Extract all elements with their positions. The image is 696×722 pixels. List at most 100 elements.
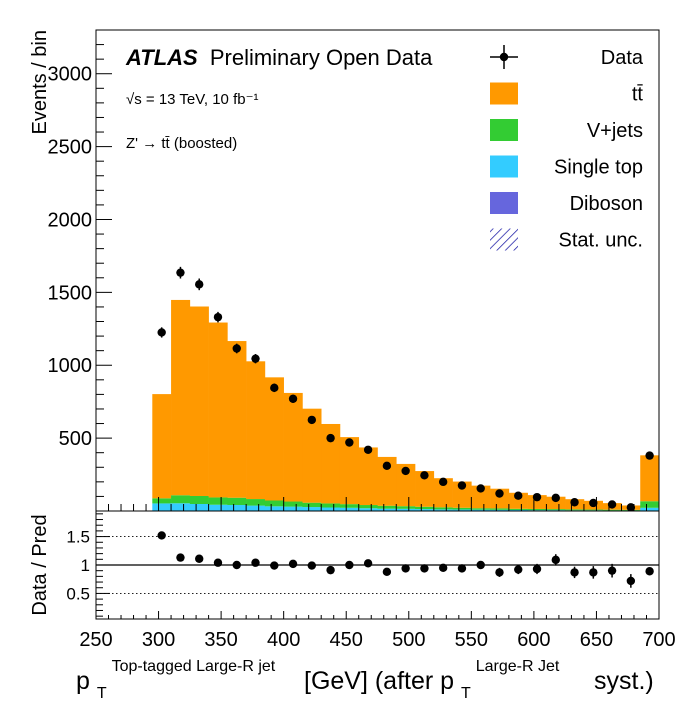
ratio-y-axis-label: Data / Pred [29, 514, 51, 615]
bar-tt-11 [358, 447, 378, 506]
data-point [607, 500, 617, 509]
ratio-point [420, 564, 429, 573]
bar-singletop-8 [302, 507, 322, 511]
ratio-point [288, 559, 298, 569]
bar-singletop-14 [415, 509, 435, 511]
data-point [570, 498, 579, 507]
ratio-point [326, 565, 335, 575]
bar-vjets-5 [246, 499, 266, 506]
bar-vjets-0 [152, 498, 172, 504]
data-point [157, 328, 166, 337]
bar-tt-14 [415, 471, 435, 507]
data-point [551, 493, 560, 503]
bar-singletop-6 [264, 506, 284, 511]
bar-vjets-18 [490, 508, 510, 510]
bar-singletop-7 [283, 506, 303, 511]
data-point [195, 280, 204, 289]
data-point [401, 466, 410, 476]
data-point [589, 498, 598, 508]
x-label-sub1: T [97, 685, 107, 702]
data-point [382, 461, 392, 471]
bar-tt-10 [339, 437, 360, 505]
bar-tt-4 [227, 341, 247, 498]
x-tick-label: 350 [204, 629, 237, 651]
ratio-point [532, 564, 542, 574]
bar-vjets-9 [321, 503, 341, 508]
bar-tt-3 [208, 322, 228, 498]
ratio-points [157, 531, 654, 588]
bar-singletop-5 [246, 505, 266, 511]
y-tick-label: 2500 [48, 137, 93, 159]
ratio-point [626, 576, 636, 586]
data-point [476, 484, 485, 493]
x-label-mid: [GeV] (after p [304, 667, 454, 695]
data-point [626, 503, 636, 512]
bar-singletop-18 [490, 509, 510, 511]
ratio-point [251, 558, 260, 567]
bar-vjets-23 [583, 509, 603, 511]
legend-label: V+jets [587, 120, 643, 142]
bar-tt-17 [471, 485, 491, 509]
bar-singletop-19 [508, 509, 528, 511]
bar-singletop-10 [339, 507, 360, 511]
bar-vjets-21 [546, 509, 566, 511]
bar-tt-8 [302, 408, 322, 503]
ratio-point [457, 564, 467, 573]
bar-singletop-12 [377, 508, 397, 511]
x-label-sub2: T [461, 685, 471, 702]
ratio-point [382, 567, 392, 577]
bar-singletop-15 [433, 509, 453, 511]
x-tick-label: 700 [642, 629, 675, 651]
data-points [157, 266, 654, 512]
legend-data-marker [499, 52, 509, 62]
x-tick-label: 600 [517, 629, 550, 651]
chart-title: ATLAS Preliminary Open Data [125, 45, 433, 70]
ratio-reference-lines [96, 536, 659, 594]
data-point [363, 445, 373, 454]
ratio-point [495, 568, 504, 577]
legend-label: Diboson [570, 193, 643, 215]
main-y-axis: 500 1000 1500 2000 2500 3000 [48, 29, 112, 497]
bar-tt-21 [546, 496, 566, 510]
bar-vjets-26 [640, 501, 660, 508]
bar-vjets-24 [602, 509, 622, 511]
bar-tt-18 [490, 488, 510, 509]
ratio-point [570, 568, 579, 577]
legend-label: Single top [554, 157, 643, 179]
x-axis-label: p T Top-tagged Large-R jet [GeV] (after … [76, 649, 654, 704]
data-point [345, 438, 354, 447]
stacked-bars [152, 299, 660, 511]
ratio-point [401, 564, 410, 573]
data-point [307, 415, 317, 425]
ratio-point [645, 567, 654, 576]
bar-tt-12 [377, 456, 397, 506]
main-panel: 500 1000 1500 2000 2500 3000 Events / bin ATL… [29, 29, 660, 512]
bar-tt-1 [171, 299, 191, 496]
bar-tt-0 [152, 394, 172, 499]
main-x-ticks [95, 497, 660, 511]
bar-singletop-20 [527, 510, 547, 511]
bar-singletop-0 [152, 503, 172, 511]
x-label-end: syst.) [594, 667, 654, 695]
ratio-point [195, 554, 204, 563]
ratio-point [232, 560, 241, 570]
ratio-point [270, 561, 279, 570]
bar-tt-5 [246, 361, 266, 500]
ratio-point [176, 553, 185, 562]
energy-lumi-annotation: √s = 13 TeV, 10 fb⁻¹ [126, 91, 259, 108]
data-point [532, 492, 542, 502]
x-tick-label: 450 [330, 629, 363, 651]
data-point [514, 491, 523, 500]
x-tick-label: 300 [142, 629, 175, 651]
bar-singletop-13 [396, 508, 416, 511]
data-point [288, 394, 298, 403]
ratio-point [589, 568, 598, 577]
legend-label: Stat. unc. [559, 230, 644, 252]
y-tick-label: 500 [59, 428, 92, 450]
ratio-point [307, 561, 317, 570]
x-label-p: p [76, 667, 90, 695]
bar-singletop-26 [640, 507, 660, 511]
data-point [270, 383, 279, 393]
data-point [457, 481, 467, 490]
